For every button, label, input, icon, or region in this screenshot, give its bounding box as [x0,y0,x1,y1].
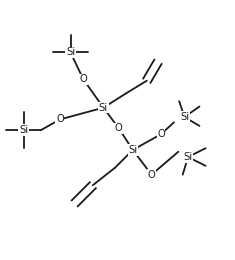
Text: Si: Si [19,125,28,135]
Text: Si: Si [128,145,137,155]
Text: Si: Si [99,103,108,113]
Text: Si: Si [180,112,189,122]
Text: O: O [148,170,155,180]
Text: Si: Si [184,152,192,162]
Text: O: O [157,129,165,139]
Text: O: O [115,123,122,133]
Text: O: O [56,114,64,125]
Text: O: O [80,74,87,85]
Text: Si: Si [66,47,75,57]
